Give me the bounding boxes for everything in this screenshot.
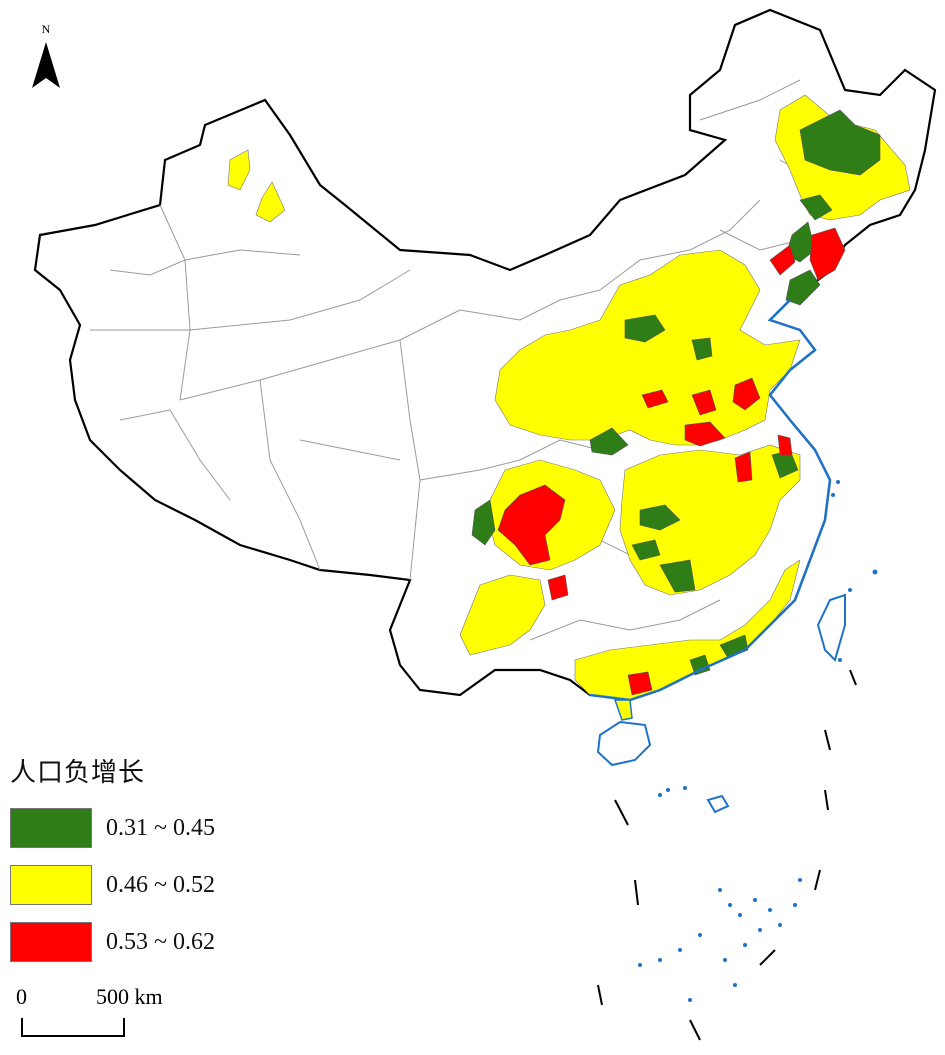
leizhou-peninsula xyxy=(613,699,633,721)
region-yellow xyxy=(255,181,286,223)
region-green xyxy=(659,559,696,593)
region-red xyxy=(777,434,793,456)
region-green xyxy=(639,504,681,531)
scale-distance-label: 500 km xyxy=(96,984,163,1009)
region-green xyxy=(689,654,711,676)
region-green xyxy=(691,337,713,361)
legend-label: 0.31 ~ 0.45 xyxy=(106,814,215,841)
region-red xyxy=(547,574,569,601)
hainan-island xyxy=(596,720,652,767)
region-green xyxy=(799,109,881,176)
region-green xyxy=(471,499,496,546)
region-green xyxy=(799,194,833,221)
legend-item: 0.31 ~ 0.45 xyxy=(10,807,310,849)
legend-swatch-red xyxy=(10,922,92,962)
island-dots xyxy=(638,480,878,1002)
region-red xyxy=(809,227,846,281)
north-label: N xyxy=(41,22,51,36)
scale-bar-line xyxy=(21,1018,125,1037)
legend-swatch-green xyxy=(10,808,92,848)
region-green xyxy=(785,269,821,306)
nine-dash-line xyxy=(597,669,857,1041)
region-yellow xyxy=(227,149,251,191)
north-arrow: N xyxy=(28,22,64,94)
north-arrow-icon xyxy=(32,42,60,88)
region-yellow xyxy=(619,444,801,596)
region-red xyxy=(734,451,753,483)
region-red xyxy=(684,421,726,447)
region-red xyxy=(691,389,717,416)
region-red xyxy=(497,484,566,566)
legend-item: 0.53 ~ 0.62 xyxy=(10,921,310,963)
region-green xyxy=(631,539,661,561)
legend: 人口负增长 0.31 ~ 0.45 0.46 ~ 0.52 0.53 ~ 0.6… xyxy=(10,752,310,978)
region-red xyxy=(641,389,669,409)
legend-label: 0.46 ~ 0.52 xyxy=(106,871,215,898)
region-yellow xyxy=(494,249,801,446)
legend-swatch-yellow xyxy=(10,865,92,905)
scale-zero-label: 0 xyxy=(16,984,27,1009)
coastline xyxy=(589,299,832,702)
legend-item: 0.46 ~ 0.52 xyxy=(10,864,310,906)
scale-bar: 0 500 km xyxy=(12,982,212,1042)
region-green xyxy=(624,314,666,343)
region-red xyxy=(732,377,761,411)
taiwan-island xyxy=(816,593,846,662)
legend-title: 人口负增长 xyxy=(10,758,146,787)
region-red xyxy=(627,671,653,696)
region-green xyxy=(589,427,629,456)
region-red xyxy=(769,244,796,276)
legend-label: 0.53 ~ 0.62 xyxy=(106,928,215,955)
region-yellow xyxy=(459,574,546,656)
